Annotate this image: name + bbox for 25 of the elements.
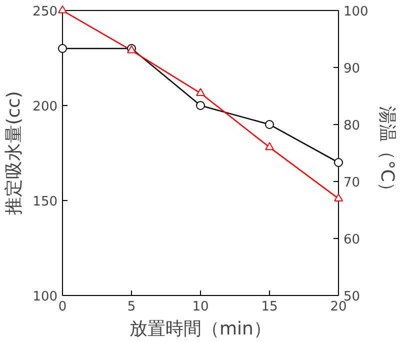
x-axis-title: 放置時間（min） — [130, 318, 272, 340]
x-tick-label: 15 — [261, 300, 278, 314]
y2-tick-label: 70 — [344, 176, 360, 190]
point — [196, 88, 205, 96]
y2-tick-label: 60 — [344, 232, 360, 248]
y-axis-title: 推定吸水量(cc) — [4, 91, 25, 215]
point — [265, 142, 274, 150]
point — [334, 193, 343, 202]
point — [265, 120, 274, 129]
y-tick-label: 200 — [32, 100, 58, 114]
x-tick-label: 0 — [58, 300, 67, 314]
y2-tick-label: 90 — [344, 62, 360, 76]
y-tick-label: 250 — [32, 4, 58, 20]
y2-tick-label: 100 — [344, 4, 368, 20]
x-tick-label: 10 — [192, 300, 209, 314]
point — [58, 5, 67, 14]
x-tick-label: 20 — [330, 300, 347, 314]
y2-axis-title: 湯温（°C） — [376, 106, 398, 200]
point — [58, 44, 67, 53]
y2-tick-label: 80 — [344, 118, 360, 134]
x-tick-label: 5 — [127, 300, 136, 314]
y-tick-label: 150 — [32, 194, 58, 210]
point — [196, 101, 205, 110]
point — [334, 158, 343, 167]
y-tick-label: 100 — [32, 290, 58, 304]
